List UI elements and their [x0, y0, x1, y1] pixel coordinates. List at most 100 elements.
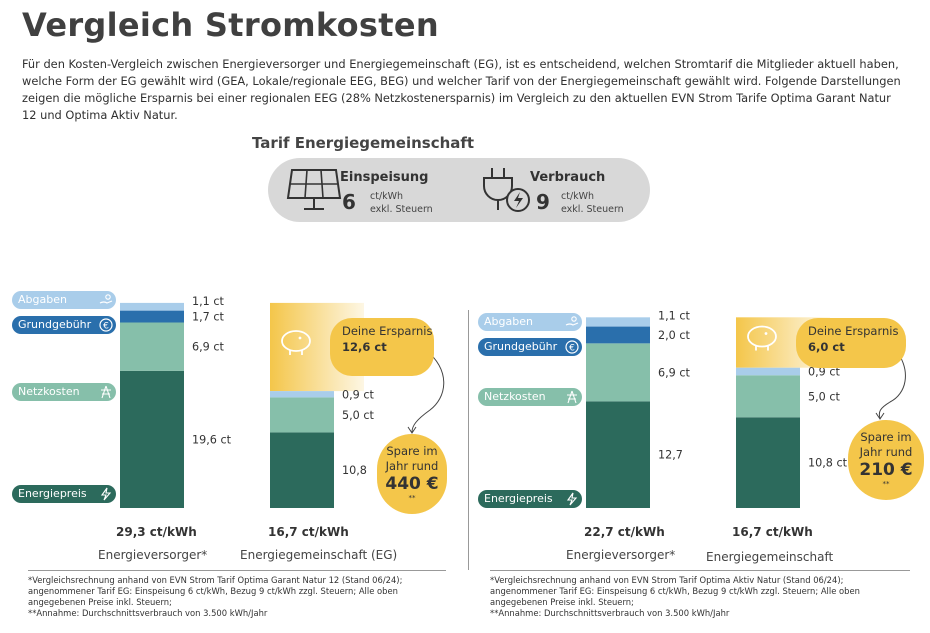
legend-energiepreis-label: Energiepreis	[18, 487, 87, 500]
savings-box-left: Deine Ersparnis 12,6 ct	[330, 318, 434, 376]
yearly-text-right: Spare im Jahr rund	[859, 430, 913, 459]
savings-label-left: Deine Ersparnis	[342, 324, 433, 338]
bar-segment-netzkosten	[270, 397, 334, 433]
footnote-left-line: *Vergleichsrechnung anhand von EVN Strom…	[28, 575, 403, 585]
tariff-box: Einspeisung 6 ct/kWh exkl. Steuern Verbr…	[268, 158, 650, 222]
category-right-0: Energieversorger*	[566, 548, 676, 562]
euro-icon: €	[99, 318, 113, 332]
yearly-value-right: 210 €	[859, 460, 913, 480]
footnote-right-line: angegebenen Preise inkl. Steuern;	[490, 597, 634, 607]
bar-segment-abgaben	[120, 302, 184, 311]
total-left-0: 29,3 ct/kWh	[116, 525, 197, 539]
solar-panel-icon	[286, 169, 342, 210]
legend-abgaben-pill: Abgaben	[12, 291, 116, 309]
bar-segment-energiepreis	[586, 401, 650, 508]
verbrauch-value: 9	[536, 190, 550, 214]
bar-segment-energiepreis	[270, 432, 334, 508]
yearly-text-left: Spare im Jahr rund	[385, 444, 439, 473]
category-right-1: Energiegemeinschaft	[706, 550, 834, 564]
footnote-right: *Vergleichsrechnung anhand von EVN Strom…	[490, 575, 860, 619]
bar-segment-netzkosten	[120, 322, 184, 371]
legend-abgaben-label: Abgaben	[484, 315, 533, 328]
legend-netzkosten-pill: Netzkosten	[12, 383, 116, 401]
legend-grundgebuehr-pill: Grundgebühr €	[478, 338, 582, 356]
legend-abgaben-pill: Abgaben	[478, 313, 582, 331]
segment-value-label: 2,0 ct	[658, 329, 690, 342]
segment-value-label: 10,8	[342, 464, 367, 477]
arrow-head	[407, 426, 417, 434]
segment-value-label: 1,7 ct	[192, 311, 224, 324]
savings-value-left: 12,6 ct	[342, 340, 387, 354]
legend-grundgebuehr-label: Grundgebühr	[484, 340, 558, 353]
lightning-icon	[100, 487, 112, 501]
footnote-rule-left	[28, 570, 446, 571]
svg-text:€: €	[103, 322, 109, 332]
yearly-savings-right: Spare im Jahr rund 210 € **	[848, 420, 924, 500]
einspeisung-unit: ct/kWh	[370, 191, 404, 202]
bar-segment-netzkosten	[736, 375, 800, 418]
savings-connector-arrow	[878, 349, 906, 419]
plug-bolt-icon	[483, 168, 530, 212]
savings-box-right: Deine Ersparnis 6,0 ct	[796, 318, 906, 368]
yearly-savings-left: Spare im Jahr rund 440 € **	[377, 434, 447, 514]
category-left-0: Energieversorger*	[98, 548, 208, 562]
savings-value-right: 6,0 ct	[808, 340, 845, 354]
einspeisung-note: exkl. Steuern	[370, 204, 433, 215]
segment-value-label: 6,9 ct	[658, 366, 690, 379]
total-right-0: 22,7 ct/kWh	[584, 525, 665, 539]
segment-value-label: 19,6 ct	[192, 433, 232, 446]
footnote-left: *Vergleichsrechnung anhand von EVN Strom…	[28, 575, 402, 619]
segment-value-label: 5,0 ct	[808, 390, 840, 403]
footnote-left-line: **Annahme: Durchschnittsverbrauch von 3.…	[28, 608, 268, 618]
segment-value-label: 0,9 ct	[342, 388, 374, 401]
power-pylon-icon	[101, 385, 111, 399]
einspeisung-value: 6	[342, 190, 356, 214]
legend-netzkosten-pill: Netzkosten	[478, 388, 582, 406]
hand-coins-icon	[99, 294, 113, 304]
yearly-note-left: **	[408, 494, 416, 502]
footnote-left-line: angegebenen Preise inkl. Steuern;	[28, 597, 172, 607]
svg-text:€: €	[569, 344, 575, 354]
bar-segment-energiepreis	[120, 370, 184, 508]
lightning-icon	[566, 492, 578, 506]
legend-energiepreis-pill: Energiepreis	[478, 490, 582, 508]
footnote-right-line: **Annahme: Durchschnittsverbrauch von 3.…	[490, 608, 730, 618]
yearly-value-left: 440 €	[385, 474, 439, 494]
yearly-note-right: **	[882, 480, 890, 488]
hand-coins-icon	[565, 316, 579, 326]
legend-abgaben-label: Abgaben	[18, 293, 67, 306]
segment-value-label: 1,1 ct	[658, 309, 690, 322]
legend-energiepreis-label: Energiepreis	[484, 492, 553, 505]
bar-segment-energiepreis	[736, 417, 800, 508]
footnote-rule-right	[490, 570, 910, 571]
bar-segment-abgaben	[736, 367, 800, 376]
piggy-bank-icon	[281, 330, 311, 355]
panel-divider	[468, 310, 469, 570]
legend-grundgebuehr-label: Grundgebühr	[18, 318, 92, 331]
total-right-1: 16,7 ct/kWh	[732, 525, 813, 539]
bar-segment-abgaben	[270, 391, 334, 398]
tariff-heading: Tarif Energiegemeinschaft	[252, 134, 475, 152]
legend-netzkosten-label: Netzkosten	[484, 390, 546, 403]
verbrauch-note: exkl. Steuern	[561, 204, 624, 215]
footnote-left-line: angenommener Tarif EG: Einspeisung 6 ct/…	[28, 586, 398, 596]
savings-connector-arrow	[411, 349, 445, 433]
segment-value-label: 0,9 ct	[808, 366, 840, 379]
verbrauch-label: Verbrauch	[530, 170, 606, 185]
arrow-head	[875, 412, 885, 420]
bar-segment-netzkosten	[586, 343, 650, 402]
segment-value-label: 1,1 ct	[192, 295, 224, 308]
bar-segment-grundgebuehr	[586, 326, 650, 344]
footnote-right-line: *Vergleichsrechnung anhand von EVN Strom…	[490, 575, 844, 585]
legend-netzkosten-label: Netzkosten	[18, 385, 80, 398]
bar-segment-grundgebuehr	[120, 310, 184, 323]
segment-value-label: 5,0 ct	[342, 409, 374, 422]
page-title: Vergleich Stromkosten	[22, 6, 439, 44]
piggy-bank-icon	[747, 325, 777, 351]
footnote-right-line: angenommener Tarif EG: Einspeisung 6 ct/…	[490, 586, 860, 596]
legend-energiepreis-pill: Energiepreis	[12, 485, 116, 503]
euro-icon: €	[565, 340, 579, 354]
power-pylon-icon	[567, 390, 577, 404]
